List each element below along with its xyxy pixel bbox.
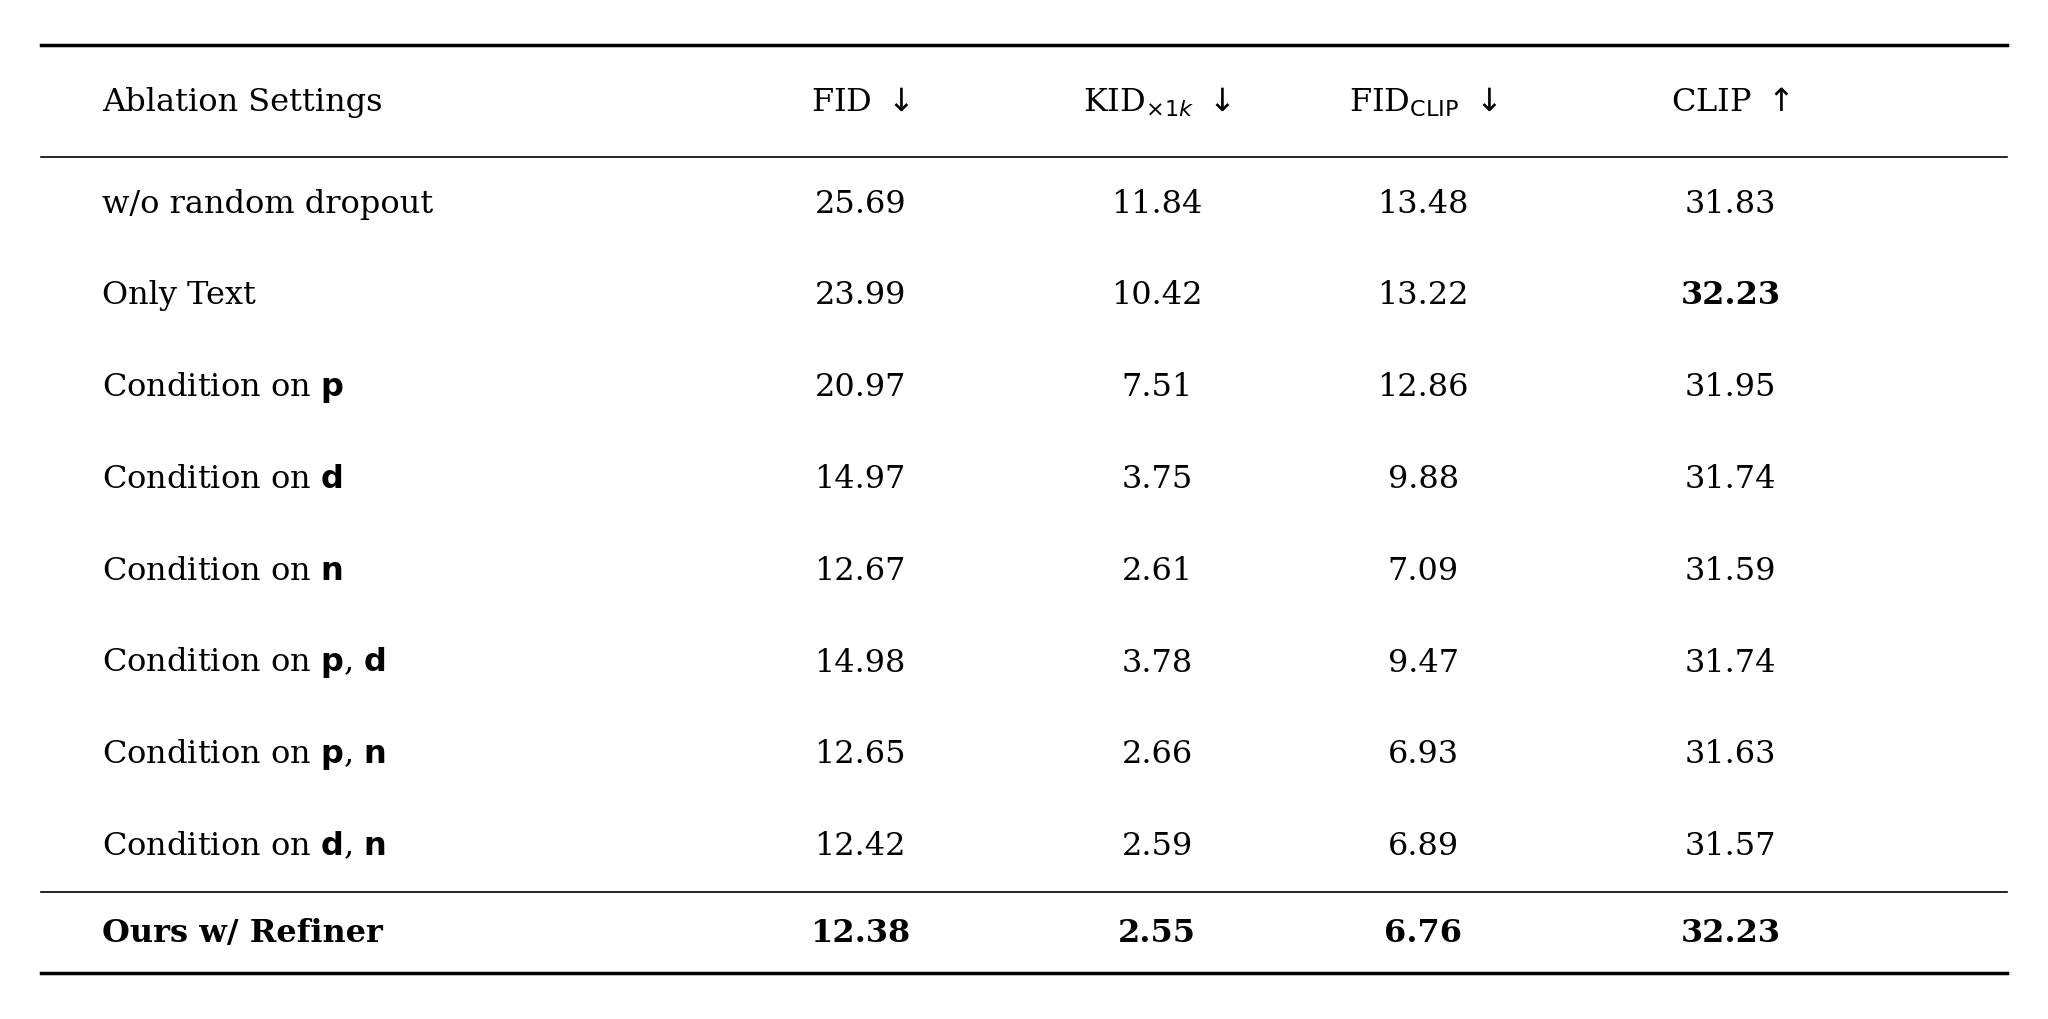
Text: 31.59: 31.59 — [1686, 555, 1776, 586]
Text: 23.99: 23.99 — [815, 280, 905, 311]
Text: 9.47: 9.47 — [1389, 647, 1458, 678]
Text: FID $\downarrow$: FID $\downarrow$ — [811, 87, 909, 117]
Text: Condition on $\mathbf{p}$, $\mathbf{n}$: Condition on $\mathbf{p}$, $\mathbf{n}$ — [102, 737, 387, 771]
Text: 13.22: 13.22 — [1378, 280, 1468, 311]
Text: 32.23: 32.23 — [1681, 917, 1780, 948]
Text: Ablation Settings: Ablation Settings — [102, 87, 383, 117]
Text: 7.51: 7.51 — [1122, 372, 1192, 403]
Text: 12.38: 12.38 — [811, 917, 909, 948]
Text: w/o random dropout: w/o random dropout — [102, 189, 434, 219]
Text: 2.61: 2.61 — [1122, 555, 1192, 586]
Text: 2.59: 2.59 — [1122, 830, 1192, 861]
Text: 2.55: 2.55 — [1118, 917, 1196, 948]
Text: 12.67: 12.67 — [815, 555, 905, 586]
Text: 31.74: 31.74 — [1686, 464, 1776, 494]
Text: 7.09: 7.09 — [1389, 555, 1458, 586]
Text: Condition on $\mathbf{p}$, $\mathbf{d}$: Condition on $\mathbf{p}$, $\mathbf{d}$ — [102, 645, 385, 680]
Text: Only Text: Only Text — [102, 280, 256, 311]
Text: 31.74: 31.74 — [1686, 647, 1776, 678]
Text: 12.86: 12.86 — [1378, 372, 1468, 403]
Text: 14.97: 14.97 — [815, 464, 905, 494]
Text: 20.97: 20.97 — [815, 372, 905, 403]
Text: 6.89: 6.89 — [1389, 830, 1458, 861]
Text: 14.98: 14.98 — [815, 647, 905, 678]
Text: 31.83: 31.83 — [1686, 189, 1776, 219]
Text: 6.76: 6.76 — [1384, 917, 1462, 948]
Text: KID$_{\times 1k}$ $\downarrow$: KID$_{\times 1k}$ $\downarrow$ — [1083, 86, 1231, 118]
Text: 3.75: 3.75 — [1122, 464, 1192, 494]
Text: Condition on $\mathbf{p}$: Condition on $\mathbf{p}$ — [102, 370, 344, 405]
Text: 31.95: 31.95 — [1686, 372, 1776, 403]
Text: 31.63: 31.63 — [1686, 739, 1776, 769]
Text: 12.65: 12.65 — [815, 739, 905, 769]
Text: CLIP $\uparrow$: CLIP $\uparrow$ — [1671, 87, 1790, 117]
Text: 25.69: 25.69 — [815, 189, 905, 219]
Text: Condition on $\mathbf{n}$: Condition on $\mathbf{n}$ — [102, 555, 342, 586]
Text: 6.93: 6.93 — [1389, 739, 1458, 769]
Text: 11.84: 11.84 — [1112, 189, 1202, 219]
Text: 13.48: 13.48 — [1378, 189, 1468, 219]
Text: Condition on $\mathbf{d}$, $\mathbf{n}$: Condition on $\mathbf{d}$, $\mathbf{n}$ — [102, 829, 387, 862]
Text: 10.42: 10.42 — [1112, 280, 1202, 311]
Text: Condition on $\mathbf{d}$: Condition on $\mathbf{d}$ — [102, 464, 342, 494]
Text: 2.66: 2.66 — [1122, 739, 1192, 769]
Text: Ours w/ Refiner: Ours w/ Refiner — [102, 917, 383, 948]
Text: FID$_{\mathrm{CLIP}}$ $\downarrow$: FID$_{\mathrm{CLIP}}$ $\downarrow$ — [1350, 86, 1497, 118]
Text: 31.57: 31.57 — [1686, 830, 1776, 861]
Text: 3.78: 3.78 — [1122, 647, 1192, 678]
Text: 32.23: 32.23 — [1681, 280, 1780, 311]
Text: 12.42: 12.42 — [815, 830, 905, 861]
Text: 9.88: 9.88 — [1389, 464, 1458, 494]
